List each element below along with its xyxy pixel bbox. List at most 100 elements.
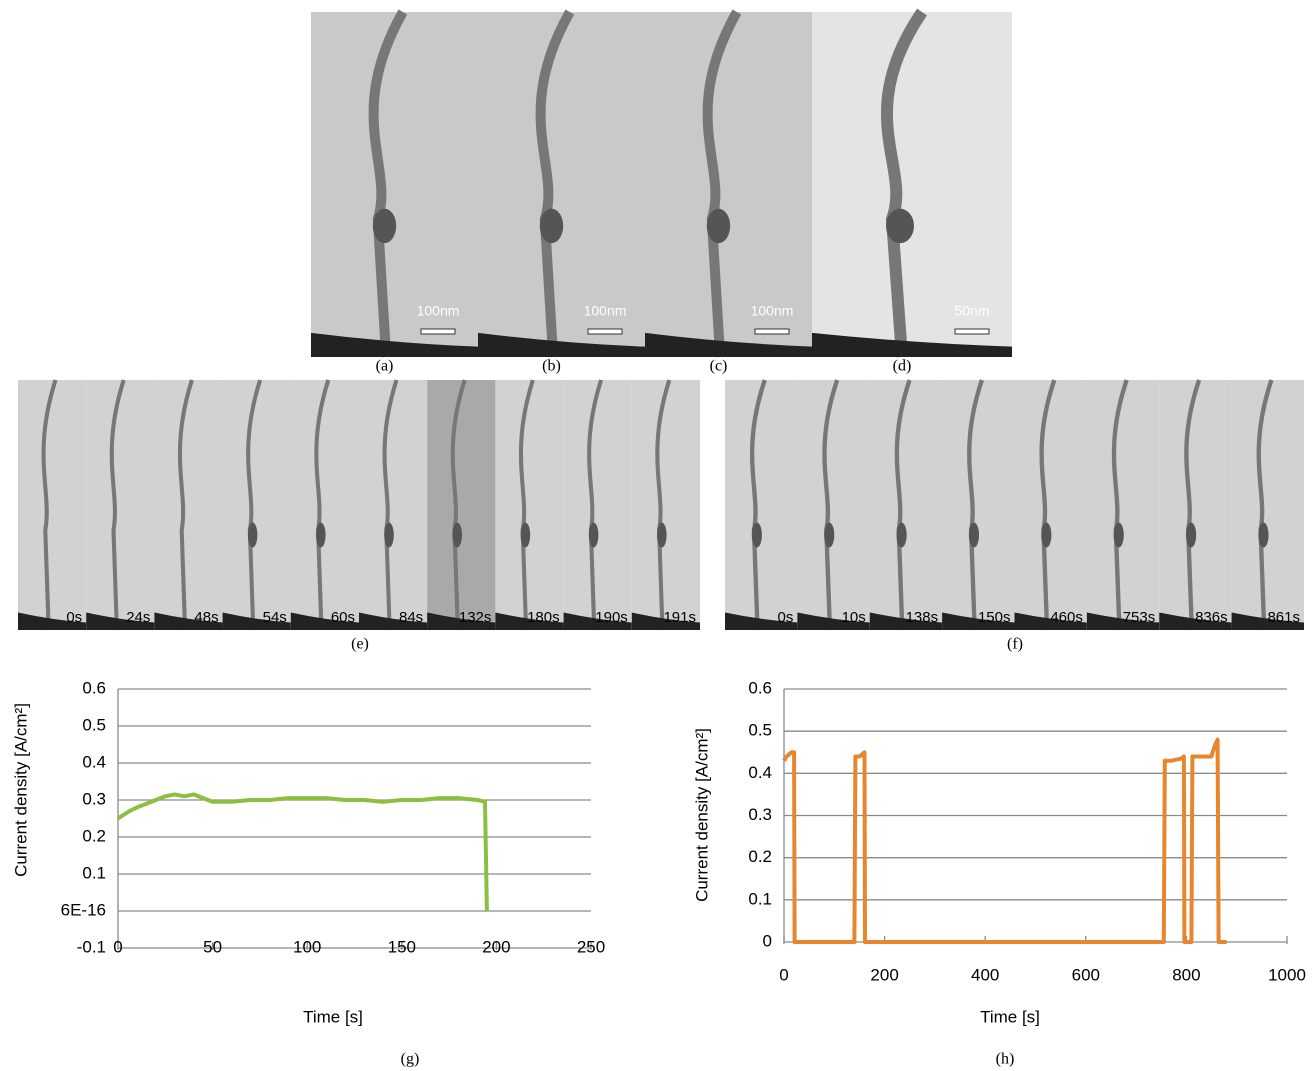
substrate — [18, 612, 87, 630]
y-tick-label: 0.3 — [748, 805, 772, 824]
frame-time: 0s — [66, 609, 82, 626]
micrograph — [869, 380, 943, 630]
y-tick-label: 0.2 — [82, 826, 106, 845]
micrograph — [495, 380, 564, 630]
micrograph — [222, 380, 291, 630]
y-tick-label: 0.1 — [82, 863, 106, 882]
y-tick-label: 6E-16 — [61, 900, 106, 919]
y-tick-label: 0 — [763, 931, 772, 950]
frame-time: 861s — [1267, 609, 1300, 626]
particle — [1258, 522, 1269, 548]
substrate — [154, 612, 223, 630]
micrograph — [725, 380, 798, 630]
frame-time: 190s — [595, 609, 628, 626]
y-tick-label: -0.1 — [77, 937, 106, 956]
nanowire — [880, 8, 927, 358]
panel-caption: (d) — [893, 358, 912, 375]
particle — [384, 522, 394, 548]
panel-caption: (b) — [542, 358, 561, 375]
micrograph — [359, 380, 428, 630]
micrograph — [1014, 380, 1087, 630]
particle — [1113, 522, 1124, 548]
substrate — [1086, 612, 1160, 630]
micrograph — [1086, 380, 1160, 630]
panel-caption: (e) — [351, 636, 369, 653]
particle — [316, 522, 326, 548]
micrograph — [942, 380, 1015, 630]
micrograph — [645, 12, 812, 357]
frame-time: 753s — [1123, 609, 1156, 626]
substrate — [725, 612, 798, 630]
micrograph — [86, 380, 155, 630]
micrograph — [478, 12, 645, 357]
substrate — [1159, 612, 1232, 630]
panel-caption: (g) — [401, 1051, 420, 1068]
nanowire — [177, 379, 194, 631]
x-tick-label: 600 — [1072, 965, 1100, 984]
frame-time: 54s — [263, 609, 287, 626]
y-axis-title: Current density [A/cm²] — [11, 703, 30, 877]
scale-label: 100nm — [751, 303, 794, 319]
y-tick-label: 0.6 — [748, 678, 772, 697]
frame-time: 0s — [778, 609, 794, 626]
x-tick-label: 150 — [388, 937, 416, 956]
particle — [1186, 522, 1197, 548]
scale-bar — [754, 328, 790, 335]
y-tick-label: 0.5 — [82, 715, 106, 734]
y-tick-label: 0.3 — [82, 789, 106, 808]
x-tick-label: 0 — [113, 937, 122, 956]
substrate — [478, 332, 645, 357]
substrate — [290, 612, 359, 630]
micrograph — [18, 380, 87, 630]
x-axis-title: Time [s] — [303, 1007, 363, 1026]
data-line — [782, 737, 1227, 944]
nanowire — [41, 379, 58, 631]
panel-caption: (a) — [376, 358, 394, 375]
x-tick-label: 250 — [577, 937, 605, 956]
particle — [751, 522, 762, 548]
scale-label: 100nm — [417, 303, 460, 319]
frame-time: 180s — [527, 609, 560, 626]
micrograph — [290, 380, 359, 630]
frame-time: 460s — [1050, 609, 1083, 626]
frame-time: 150s — [978, 609, 1011, 626]
y-tick-label: 0.4 — [82, 752, 106, 771]
substrate — [427, 612, 496, 630]
frame-time: 48s — [194, 609, 218, 626]
y-tick-label: 0.6 — [82, 678, 106, 697]
x-tick-label: 200 — [870, 965, 898, 984]
particle — [588, 522, 599, 548]
y-tick-label: 0.4 — [748, 763, 772, 782]
substrate — [495, 612, 564, 630]
nanowire — [702, 9, 742, 358]
x-tick-label: 800 — [1172, 965, 1200, 984]
substrate — [1231, 612, 1304, 630]
scale-bar — [954, 328, 990, 335]
frame-time: 84s — [399, 609, 423, 626]
particle — [968, 522, 980, 548]
frame-time: 60s — [331, 609, 355, 626]
particle — [706, 208, 731, 244]
micrograph — [427, 380, 496, 630]
particle — [824, 522, 835, 548]
micrograph — [563, 380, 632, 630]
substrate — [797, 612, 870, 630]
micrograph — [631, 380, 700, 630]
particle — [520, 522, 531, 548]
substrate — [222, 612, 291, 630]
substrate — [563, 612, 632, 630]
substrate — [311, 332, 478, 357]
panel-caption: (f) — [1007, 636, 1023, 653]
nanowire — [535, 9, 575, 358]
substrate — [645, 332, 812, 357]
frame-time: 10s — [842, 609, 866, 626]
particle — [452, 522, 462, 548]
scale-bar — [420, 328, 456, 335]
frame-time: 132s — [459, 609, 492, 626]
frame-time: 191s — [663, 609, 696, 626]
panel-caption: (c) — [710, 358, 728, 375]
x-tick-label: 400 — [971, 965, 999, 984]
particle — [372, 208, 397, 244]
x-tick-label: 0 — [779, 965, 788, 984]
micrograph — [1231, 380, 1304, 630]
